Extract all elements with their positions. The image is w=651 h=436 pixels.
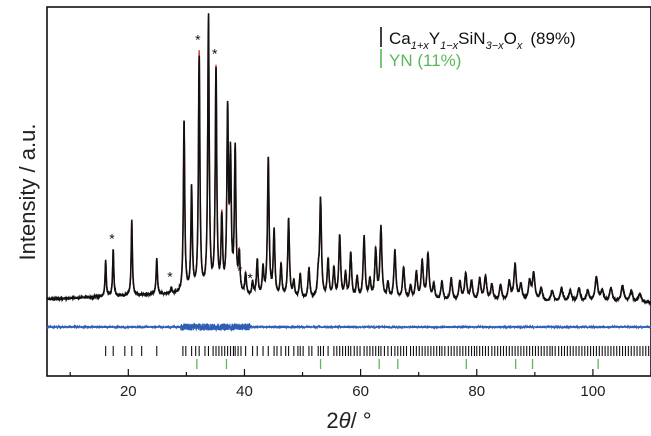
plot-frame <box>46 6 651 377</box>
legend-main-pct: (89%) <box>530 29 575 48</box>
legend-main-part-1: 1+x <box>411 40 430 52</box>
x-tick-label: 60 <box>352 383 369 400</box>
difference-curve-group <box>46 322 651 333</box>
reflection-markers-main-phase <box>105 346 650 356</box>
legend-main-part-5: 3−x <box>486 40 505 52</box>
legend: Ca1+xY1−xSiN3−xOx (89%) YN (11%) <box>380 27 576 70</box>
impurity-star: * <box>237 263 243 279</box>
calculated-curve-group <box>47 16 651 303</box>
y-axis-title: Intensity / a.u. <box>15 124 40 261</box>
calculated-curve <box>47 16 651 303</box>
legend-main-part-0: Ca <box>389 29 411 48</box>
observed-curve <box>46 13 651 307</box>
legend-main-part-6: O <box>504 29 517 48</box>
x-axis-title-prefix: 2 <box>326 408 338 433</box>
observed-curve-group <box>46 13 651 307</box>
impurity-star: * <box>109 231 115 247</box>
legend-main-part-3: 1−x <box>440 40 459 52</box>
x-axis-title: 2θ/ ° <box>326 408 371 433</box>
impurity-star: * <box>167 269 173 285</box>
x-tick-label: 20 <box>120 383 137 400</box>
legend-label-main: Ca1+xY1−xSiN3−xOx (89%) <box>389 29 576 52</box>
legend-label-yn: YN (11%) <box>389 51 461 70</box>
impurity-star: * <box>247 270 253 286</box>
difference-curve <box>46 322 651 333</box>
x-tick-label: 100 <box>580 383 605 400</box>
impurity-markers: ***** * <box>109 31 253 285</box>
legend-main-part-7: x <box>516 40 523 52</box>
impurity-star: * <box>212 46 218 62</box>
legend-main-part-4: SiN <box>458 29 485 48</box>
x-axis-ticks: 20 40 60 80 100 <box>69 369 651 400</box>
x-tick-label: 40 <box>236 383 253 400</box>
legend-main-part-2: Y <box>429 29 440 48</box>
impurity-star: * <box>195 31 201 47</box>
reflection-markers-yn-phase <box>196 359 599 369</box>
x-tick-label: 80 <box>468 383 485 400</box>
x-axis-title-theta: θ <box>339 408 351 433</box>
x-axis-title-suffix: / ° <box>351 408 372 433</box>
